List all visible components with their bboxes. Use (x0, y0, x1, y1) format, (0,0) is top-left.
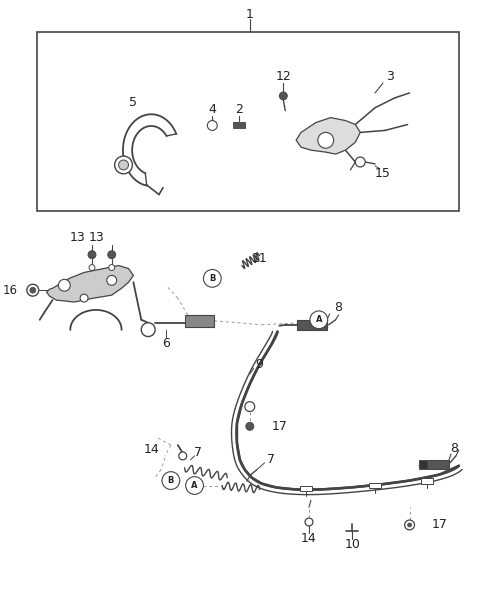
Circle shape (204, 269, 221, 287)
Circle shape (162, 472, 180, 489)
Text: B: B (168, 476, 174, 485)
Text: 7: 7 (267, 453, 276, 466)
Circle shape (109, 265, 115, 271)
Circle shape (59, 279, 70, 291)
Bar (420, 460, 427, 469)
Circle shape (89, 265, 95, 271)
Polygon shape (296, 117, 360, 154)
Circle shape (207, 120, 217, 130)
Text: 8: 8 (450, 442, 458, 455)
Bar (300, 486, 312, 491)
Text: A: A (192, 481, 198, 490)
Bar (297, 320, 327, 330)
Text: A: A (315, 315, 322, 324)
Text: 16: 16 (3, 284, 18, 297)
Text: 8: 8 (335, 301, 343, 315)
Circle shape (107, 276, 117, 285)
Text: 3: 3 (386, 70, 394, 82)
Text: 6: 6 (162, 337, 170, 350)
Text: 5: 5 (130, 97, 137, 109)
Circle shape (179, 452, 187, 460)
Circle shape (318, 133, 334, 148)
Circle shape (310, 311, 328, 329)
Text: 17: 17 (431, 519, 447, 532)
Circle shape (88, 251, 96, 258)
Circle shape (115, 156, 132, 174)
Bar (421, 478, 433, 483)
Text: 14: 14 (301, 532, 317, 545)
Text: 10: 10 (345, 538, 360, 551)
Bar (185, 315, 214, 327)
Circle shape (80, 294, 88, 302)
Text: 2: 2 (235, 103, 243, 116)
Circle shape (405, 520, 415, 530)
Text: 11: 11 (252, 252, 267, 265)
Text: 7: 7 (193, 447, 202, 459)
Circle shape (245, 401, 255, 412)
Circle shape (186, 477, 204, 494)
Bar (37, 32, 459, 211)
Circle shape (279, 92, 287, 100)
Circle shape (141, 323, 155, 337)
Text: B: B (209, 274, 216, 283)
Circle shape (305, 518, 313, 526)
Circle shape (27, 284, 39, 296)
Circle shape (30, 287, 36, 293)
Circle shape (408, 523, 411, 527)
Bar (427, 460, 449, 469)
Text: 17: 17 (272, 420, 288, 433)
Circle shape (119, 160, 129, 170)
Text: 12: 12 (276, 70, 291, 82)
Text: 9: 9 (256, 357, 264, 371)
Text: 1: 1 (246, 7, 254, 21)
Circle shape (246, 422, 254, 430)
Text: 4: 4 (208, 103, 216, 116)
Text: 13: 13 (69, 232, 85, 244)
Circle shape (108, 251, 116, 258)
Bar (369, 483, 381, 488)
Text: 14: 14 (143, 444, 159, 456)
Text: 15: 15 (375, 167, 391, 180)
Bar (233, 122, 245, 128)
Circle shape (355, 157, 365, 167)
Polygon shape (47, 266, 133, 302)
Text: 13: 13 (89, 232, 105, 244)
